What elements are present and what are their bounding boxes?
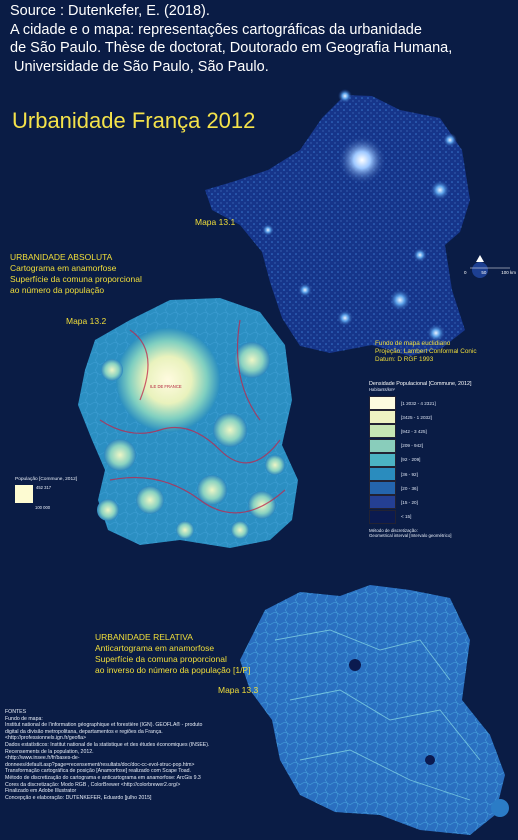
- fontes-line: <http://professionnels.ign.fr/geofla>: [5, 735, 87, 742]
- density-swatch: [369, 438, 396, 453]
- density-legend-rows: [1 2032 - 4 2321] [3425 - 1 2032] [942 - 3…: [369, 396, 517, 524]
- density-legend-unit: Habitants/km²: [369, 387, 395, 392]
- source-line-4: Universidade de São Paulo, São Paulo.: [14, 58, 269, 75]
- fontes-line: Fundo de mapa:: [5, 715, 43, 722]
- density-class-label: [1 2032 - 4 2321]: [401, 400, 436, 406]
- urbanidade-absoluta-heading: URBANIDADE ABSOLUTA: [10, 252, 113, 262]
- map-13-2-label: Mapa 13.2: [66, 316, 107, 326]
- density-class-label: [15 - 20]: [401, 499, 418, 505]
- fontes-heading: FONTES: [5, 709, 27, 715]
- fontes-line: Institut national de l'information géogr…: [5, 722, 203, 729]
- density-class-row: [209 - 942]: [369, 438, 517, 453]
- density-legend: Densidade Populacional [Commune, 2012] H…: [369, 381, 517, 539]
- scale-100: 100 km: [501, 270, 516, 275]
- density-swatch: [369, 410, 396, 425]
- fontes-line: digital da divisão metropolitana, depart…: [5, 728, 163, 735]
- urbanidade-relativa-heading: URBANIDADE RELATIVA: [95, 632, 193, 642]
- fontes-line: Cores da discretização: Modo RGB , Color…: [5, 781, 181, 788]
- fontes-line: Transformação cartográfica de posição [A…: [5, 768, 191, 775]
- density-class-row: [3425 - 1 2032]: [369, 410, 517, 425]
- urbanidade-absoluta-block: URBANIDADE ABSOLUTA Cartograma em anamor…: [10, 252, 142, 296]
- relativa-desc-1: Anticartograma em anamorfose: [95, 643, 215, 653]
- density-swatch: [369, 509, 396, 524]
- density-class-label: < 15]: [401, 514, 412, 520]
- projection-line: Projeção: Lambert Conformal Conic: [375, 348, 477, 356]
- population-max-label: 452 317: [36, 485, 52, 490]
- map-13-2-cartogram: [78, 298, 298, 548]
- density-swatch: [369, 396, 396, 411]
- source-line-1: Source : Dutenkefer, E. (2018).: [10, 3, 210, 19]
- fontes-line: donnees/default.asp?page=recensement/res…: [5, 761, 195, 768]
- map-13-3-label: Mapa 13.3: [218, 685, 259, 695]
- density-class-row: [36 - 92]: [369, 467, 517, 482]
- fundo-line: Fundo de mapa euclidiano: [375, 340, 451, 347]
- density-class-row: < 15]: [369, 509, 517, 524]
- density-swatch: [369, 481, 396, 496]
- source-citation: Source : Dutenkefer, E. (2018). A cidade…: [10, 2, 515, 76]
- fontes-line: <http://www.insee.fr/fr/bases-de-: [5, 755, 80, 762]
- absoluta-desc-2: Superfície da comuna proporcional: [10, 274, 142, 284]
- density-class-label: [20 - 36]: [401, 485, 418, 491]
- density-class-row: [15 - 20]: [369, 495, 517, 510]
- density-legend-title: Densidade Populacional [Commune, 2012]: [369, 381, 472, 387]
- density-class-label: [209 - 942]: [401, 443, 423, 449]
- density-class-label: [942 - 3 425]: [401, 428, 427, 434]
- scale-0: 0: [464, 270, 467, 275]
- density-class-row: [92 - 209]: [369, 452, 517, 467]
- density-class-label: [36 - 92]: [401, 471, 418, 477]
- method-value: Geometrical interval [Intervalo geométri…: [369, 533, 452, 539]
- scale-bar: 0 50 100 km: [464, 270, 516, 275]
- datum-line: Datum: D RGF 1993: [375, 356, 434, 364]
- absoluta-desc-1: Cartograma em anamorfose: [10, 263, 117, 273]
- fontes-line: Concepção e elaboração: DUTENKEFER, Edua…: [5, 794, 152, 801]
- method-label: Método de discretização:: [369, 527, 418, 533]
- density-class-label: [3425 - 1 2032]: [401, 414, 432, 420]
- fontes-line: Dados estatísticos: Institut national de…: [5, 741, 210, 748]
- relativa-desc-3: ao inverso do número da população [1/P]: [95, 665, 251, 675]
- relativa-desc-2: Superfície da comuna proporcional: [95, 654, 227, 664]
- fontes-line: Método de discretização do cartograma e …: [5, 774, 201, 781]
- density-swatch: [369, 452, 396, 467]
- map-13-3-anticartogram: [240, 585, 509, 835]
- density-swatch: [369, 424, 396, 439]
- fontes-block: FONTES Fundo de mapa: Institut national de…: [5, 709, 265, 801]
- density-class-label: [92 - 209]: [401, 457, 421, 463]
- fontes-line: Finalizado em Adobe Illustrator: [5, 788, 77, 795]
- population-min-label: 100 000: [35, 505, 51, 510]
- source-line-3: de São Paulo. Thèse de doctorat, Doutora…: [10, 40, 453, 56]
- density-class-row: [20 - 36]: [369, 481, 517, 496]
- density-class-row: [942 - 3 425]: [369, 424, 517, 439]
- density-method: Método de discretização: Geometrical int…: [369, 528, 517, 539]
- main-title: Urbanidade França 2012: [12, 108, 256, 133]
- source-line-2: A cidade e o mapa: representações cartog…: [10, 21, 422, 38]
- ile-de-france-label: ILE DE FRANCE: [150, 384, 182, 389]
- density-swatch: [369, 467, 396, 482]
- map-projection-note: Fundo de mapa euclidiano Projeção: Lambe…: [375, 340, 477, 365]
- fontes-line: Recensements de la population, 2012.: [5, 748, 94, 755]
- density-class-row: [1 2032 - 4 2321]: [369, 396, 517, 411]
- absoluta-desc-3: ao número da população: [10, 285, 105, 295]
- population-symbol-max: [15, 485, 33, 503]
- population-legend: População [Commune, 2012] 452 317 100 00…: [15, 477, 77, 510]
- urbanidade-relativa-block: URBANIDADE RELATIVA Anticartograma em an…: [95, 632, 250, 676]
- map-13-1-euclidean: [205, 89, 510, 356]
- map-13-1-label: Mapa 13.1: [195, 217, 236, 227]
- density-swatch: [369, 495, 396, 510]
- population-legend-title: População [Commune, 2012]: [15, 477, 78, 482]
- scale-50: 50: [481, 270, 487, 275]
